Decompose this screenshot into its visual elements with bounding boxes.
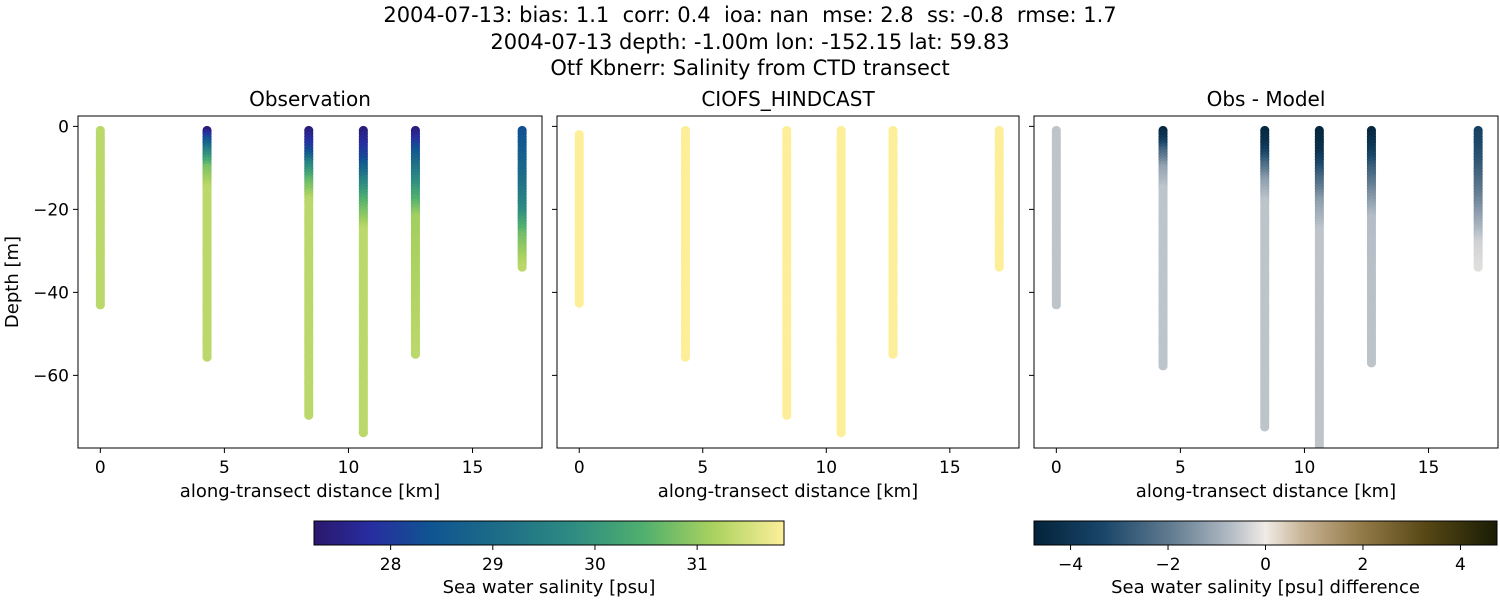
x-tick-label: 5: [1175, 458, 1186, 478]
x-tick-label: 0: [95, 458, 106, 478]
y-tick-label: −60: [33, 366, 69, 386]
colorbar-2: −4 −2 0 2 4 Sea water salinity [psu] differen…: [1033, 520, 1498, 598]
markers-3: [1051, 125, 1483, 460]
colorbar-tick-label: 29: [482, 555, 504, 575]
profile-point: [1315, 451, 1324, 460]
colorbar-tick-label: 4: [1455, 555, 1466, 575]
figure-title-location: 2004-07-13 depth: -1.00m lon: -152.15 la…: [490, 30, 1010, 54]
colorbar-label: Sea water salinity [psu]: [443, 577, 656, 598]
x-axis-label: along-transect distance [km]: [180, 481, 440, 502]
axes-frame: [77, 115, 543, 449]
markers-1: [95, 125, 527, 438]
x-tick-label: 0: [1051, 458, 1062, 478]
x-axis-label: along-transect distance [km]: [1136, 481, 1396, 502]
profile-point: [1158, 361, 1168, 371]
profile-point: [1315, 448, 1324, 457]
profile-point: [1366, 358, 1377, 368]
profile-point: [202, 352, 212, 362]
colorbar-tick-label: −2: [1155, 555, 1180, 575]
x-tick-label: 0: [574, 458, 585, 478]
y-tick-label: 0: [58, 117, 69, 137]
y-axis-label: Depth [m]: [2, 236, 23, 328]
profile-point: [1051, 300, 1061, 310]
profile-point: [836, 428, 846, 438]
profile-point: [358, 428, 368, 438]
x-tick-label: 10: [338, 458, 360, 478]
figure-title-source: Otf Kbnerr: Salinity from CTD transect: [550, 56, 950, 80]
y-tick-label: −20: [33, 200, 69, 220]
profile-point: [1315, 445, 1324, 448]
profile-point: [680, 352, 691, 362]
panel-2: 0 5 10 15 CIOFS_HINDCAST along-transect dista…: [552, 87, 1020, 502]
x-tick-label: 10: [815, 458, 837, 478]
profile-point: [517, 262, 527, 272]
x-tick-label: 5: [697, 458, 708, 478]
markers-2: [574, 125, 1004, 438]
colorbar-tick-label: 2: [1358, 555, 1369, 575]
axes-frame: [1033, 115, 1499, 449]
profile-point: [782, 410, 792, 420]
profile-point: [95, 300, 105, 310]
panel-title: Observation: [249, 87, 371, 111]
colorbar-tick-label: 0: [1260, 555, 1271, 575]
colorbar-tick-label: 28: [380, 555, 402, 575]
x-tick-label: 10: [1294, 458, 1316, 478]
colorbar-tick-label: 31: [686, 555, 708, 575]
panel-3: 0 5 10 15 Obs - Model along-transect distance…: [1029, 87, 1499, 502]
colorbar-tick-label: 30: [584, 555, 606, 575]
figure-title-stats: 2004-07-13: bias: 1.1 corr: 0.4 ioa: nan…: [383, 3, 1117, 27]
profile-point: [1473, 262, 1483, 272]
x-tick-label: 15: [462, 458, 484, 478]
panel-title: CIOFS_HINDCAST: [701, 87, 875, 111]
profile-point: [304, 410, 314, 420]
x-tick-label: 15: [939, 458, 961, 478]
panel-1: 0 5 10 15 0 −20 −40 −60 Observation along-transec…: [33, 87, 543, 502]
profile-point: [1260, 422, 1270, 432]
colorbar-1: 28 29 30 31 Sea water salinity [psu]: [313, 520, 785, 598]
colorbar-gradient: [1033, 520, 1498, 546]
x-tick-label: 5: [219, 458, 230, 478]
x-tick-label: 15: [1418, 458, 1440, 478]
colorbar-tick-label: −4: [1058, 555, 1083, 575]
panel-title: Obs - Model: [1207, 87, 1326, 111]
colorbar-gradient: [313, 520, 785, 546]
x-axis-label: along-transect distance [km]: [658, 481, 918, 502]
y-tick-label: −40: [33, 283, 69, 303]
axes-frame: [556, 115, 1020, 449]
profile-point: [574, 298, 584, 308]
profile-point: [410, 349, 421, 359]
colorbar-label: Sea water salinity [psu] difference: [1111, 577, 1420, 598]
profile-point: [994, 262, 1004, 272]
profile-point: [888, 349, 898, 359]
